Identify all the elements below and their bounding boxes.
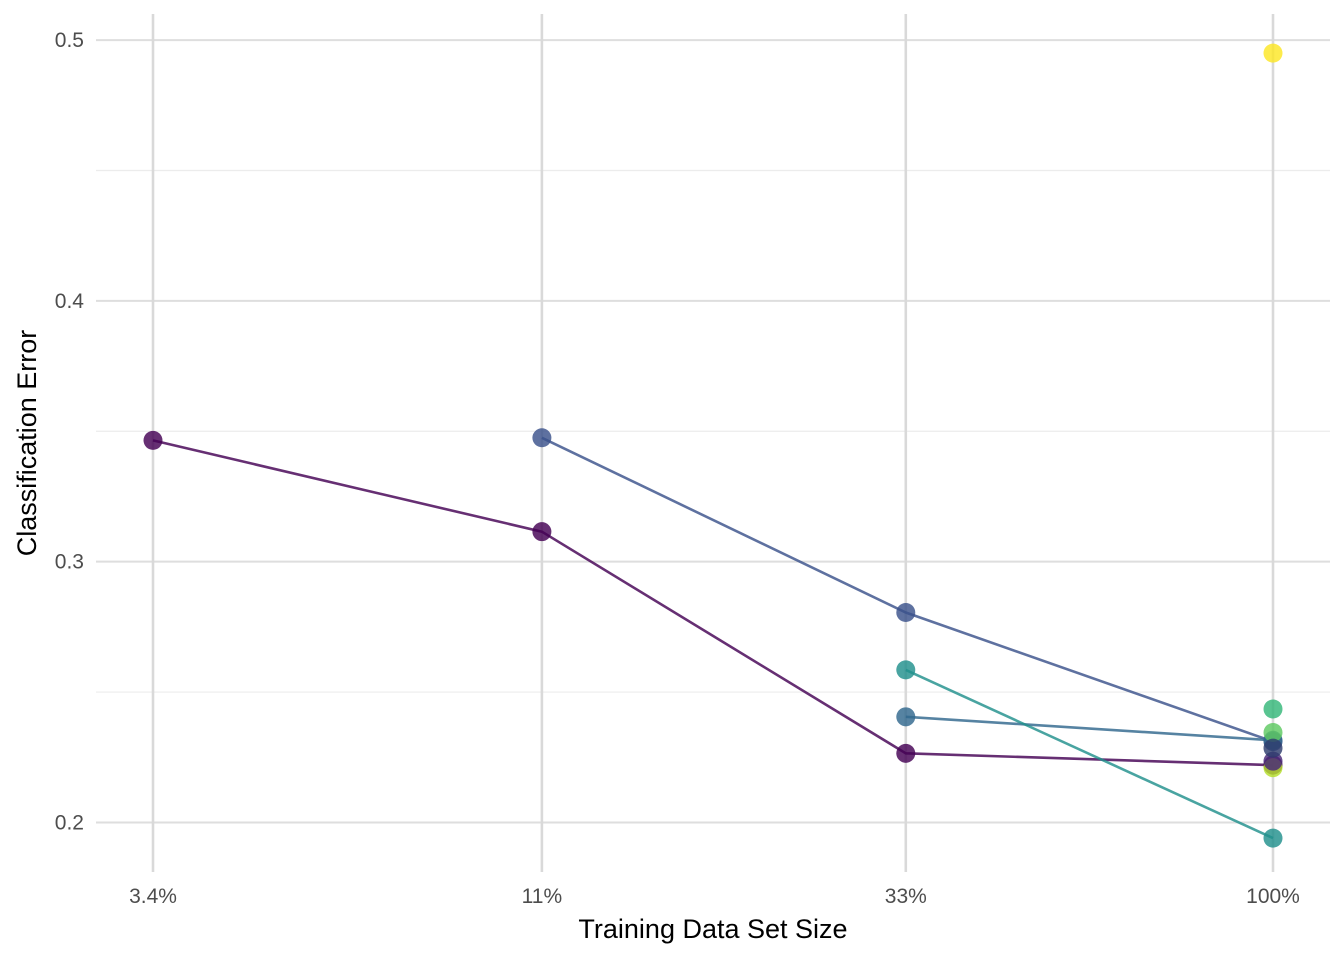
y-tick-label: 0.3 (55, 551, 84, 574)
grid (96, 14, 1330, 872)
data-point (1263, 828, 1283, 848)
data-point (1263, 43, 1283, 63)
data-point (532, 428, 552, 448)
data-point (1263, 738, 1283, 758)
y-tick-label: 0.4 (55, 290, 85, 313)
y-tick-label: 0.2 (55, 811, 84, 834)
x-tick-label: 11% (522, 885, 562, 908)
data-point (532, 522, 552, 542)
data-point (896, 707, 916, 727)
series-line (905, 668, 1274, 840)
x-tick-label: 33% (885, 885, 927, 908)
data-point (896, 603, 916, 623)
series-lines (152, 436, 1274, 840)
y-axis-title: Classification Error (12, 330, 42, 557)
x-axis-title: Training Data Set Size (578, 914, 847, 944)
data-point (896, 743, 916, 763)
series-line (905, 715, 1274, 742)
x-tick-labels: 3.4% 11% 33% 100% (129, 885, 1300, 908)
data-points (143, 43, 1283, 848)
y-tick-labels: 0.2 0.3 0.4 0.5 (55, 29, 85, 834)
data-point (1263, 699, 1283, 719)
data-point (1263, 751, 1283, 771)
data-point (896, 660, 916, 680)
x-tick-label: 100% (1246, 885, 1300, 908)
series-line (541, 436, 1274, 743)
y-tick-label: 0.5 (55, 29, 84, 52)
data-point (1263, 722, 1283, 742)
series-line (152, 439, 1274, 767)
x-tick-label: 3.4% (129, 885, 177, 908)
data-point (143, 430, 163, 450)
